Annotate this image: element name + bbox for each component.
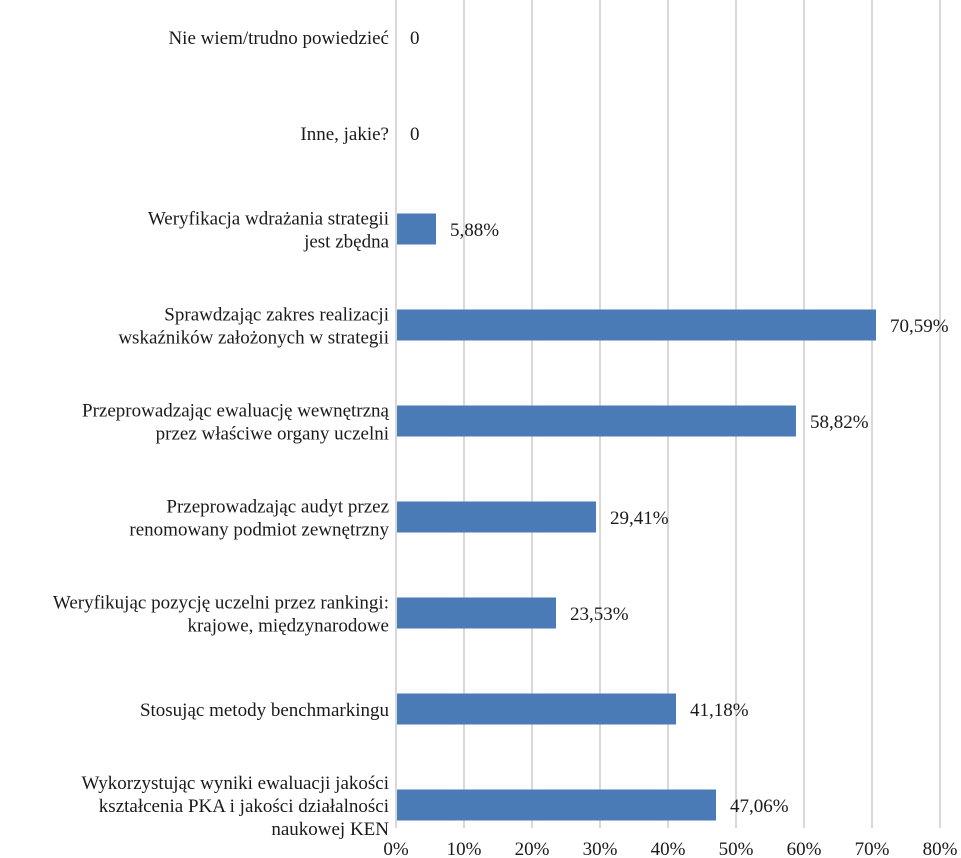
category-label: Stosując metody benchmarkingu — [140, 700, 390, 721]
x-tick-label: 0% — [383, 839, 409, 858]
bars — [396, 213, 877, 821]
bar — [396, 213, 436, 245]
category-label-line: Inne, jakie? — [300, 124, 389, 145]
x-tick-label: 10% — [447, 839, 482, 858]
category-label-line: renomowany podmiot zewnętrzny — [129, 520, 389, 541]
category-label-line: Stosując metody benchmarkingu — [140, 700, 390, 721]
data-label: 29,41% — [610, 508, 669, 529]
category-label-line: Weryfikując pozycję uczelni przez rankin… — [53, 593, 389, 614]
bar — [396, 309, 877, 341]
category-label-line: Przeprowadzając ewaluację wewnętrzną — [82, 401, 390, 422]
data-label: 70,59% — [890, 316, 949, 337]
category-label: Przeprowadzając ewaluację wewnętrzną prze… — [82, 401, 390, 445]
x-tick-label: 30% — [583, 839, 618, 858]
x-tick-label: 40% — [651, 839, 686, 858]
data-label: 41,18% — [690, 700, 749, 721]
category-label: Sprawdzając zakres realizacji wskaźników … — [118, 305, 389, 349]
data-label: 0 — [410, 124, 420, 145]
bar — [396, 693, 677, 725]
category-label: Weryfikacja wdrażania strategii jest zbęd… — [148, 209, 390, 253]
data-labels: 0 0 5,88% 70,59% 58,82% 29,41% 23,53% 41,18% 47,… — [410, 28, 949, 817]
category-label-line: kształcenia PKA i jakości działalności — [99, 796, 389, 817]
data-label: 47,06% — [730, 796, 789, 817]
bar — [396, 789, 717, 821]
category-label: Przeprowadzając audyt przez renomowany po… — [129, 497, 389, 541]
category-label-line: Weryfikacja wdrażania strategii — [148, 209, 389, 230]
category-label-line: Przeprowadzając audyt przez — [166, 497, 389, 518]
category-label-line: naukowej KEN — [271, 819, 389, 840]
category-label-line: Nie wiem/trudno powiedzieć — [168, 28, 389, 49]
x-tick-label: 20% — [515, 839, 550, 858]
category-label: Weryfikując pozycję uczelni przez rankin… — [53, 593, 389, 637]
bar — [396, 405, 796, 437]
x-tick-label: 80% — [923, 839, 958, 858]
category-labels: Nie wiem/trudno powiedzieć Inne, jakie? We… — [53, 28, 390, 840]
category-label-line: Sprawdzając zakres realizacji — [164, 305, 389, 326]
data-label: 5,88% — [450, 220, 499, 241]
category-label-line: wskaźników założonych w strategii — [118, 328, 389, 349]
x-tick-label: 50% — [719, 839, 754, 858]
category-label: Wykorzystując wyniki ewaluacji jakości ks… — [81, 773, 389, 840]
bar — [396, 501, 596, 533]
category-label-line: krajowe, międzynarodowe — [187, 616, 389, 637]
bar — [396, 597, 557, 629]
category-label-line: Wykorzystując wyniki ewaluacji jakości — [81, 773, 389, 794]
category-label-line: przez właściwe organy uczelni — [156, 424, 389, 445]
data-label: 0 — [410, 28, 420, 49]
category-label: Nie wiem/trudno powiedzieć — [168, 28, 389, 49]
x-tick-label: 60% — [787, 839, 822, 858]
data-label: 23,53% — [570, 604, 629, 625]
x-tick-label: 70% — [855, 839, 890, 858]
category-label-line: jest zbędna — [303, 232, 390, 253]
category-label: Inne, jakie? — [300, 124, 389, 145]
data-label: 58,82% — [810, 412, 869, 433]
value-axis: 0% 10% 20% 30% 40% 50% 60% 70% 80% — [383, 0, 958, 858]
